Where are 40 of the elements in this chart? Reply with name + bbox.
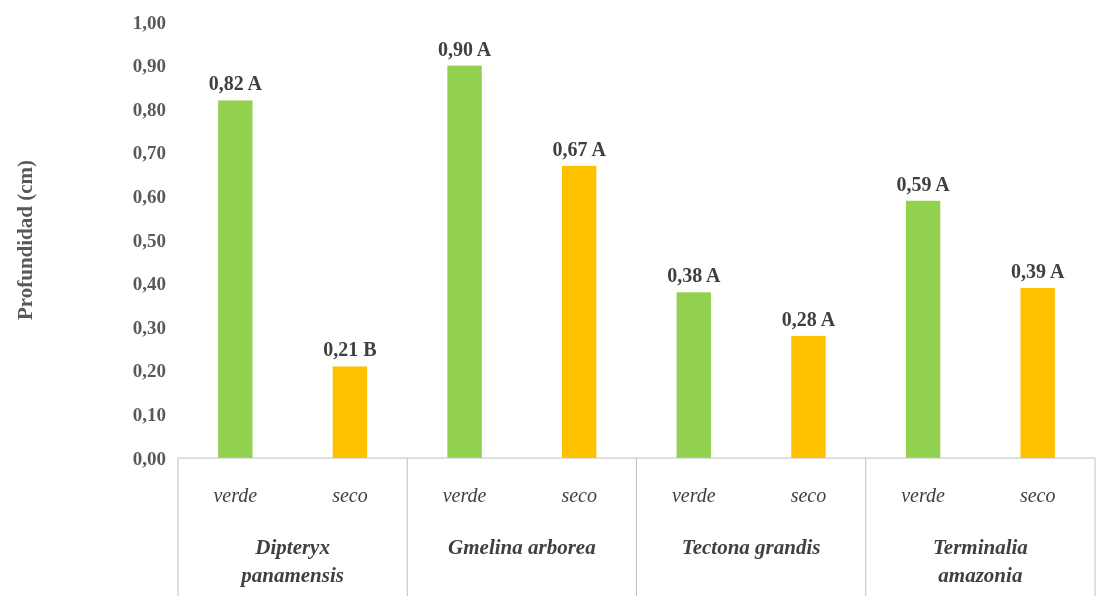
text: Gmelina arborea [448,535,596,559]
data-label: 0,59 A [896,172,951,195]
y-tick-label: 1,00 [132,11,166,33]
data-label: 0,67 A [552,137,607,160]
bar [791,335,826,458]
bar [905,200,941,458]
bar [332,366,368,458]
data-label: 0,28 A [781,307,836,330]
y-tick-label: 0,00 [132,447,166,469]
y-tick-label: 0,80 [132,98,166,120]
data-label: 0,82 A [208,72,263,95]
x-tick-label: seco [790,484,827,506]
data-label: 0,90 A [437,37,492,60]
x-tick-label: seco [332,484,368,506]
x-tick-label: seco [561,484,597,506]
y-tick-label: 0,10 [132,404,166,426]
y-tick-label: 0,20 [132,360,166,382]
bar [218,100,253,458]
x-tick-label: verde [213,484,258,506]
text: Terminalia amazonia [932,535,1028,587]
x-tick-label: verde [901,484,946,506]
bar [561,165,597,458]
data-label: 0,21 B [323,338,377,361]
x-tick-label: verde [442,484,487,506]
y-tick-label: 0,90 [132,55,166,77]
y-tick-label: 0,40 [132,273,166,295]
text: Tectona grandis [681,535,821,559]
bar [676,292,712,458]
x-tick-label: verde [671,484,716,506]
text: Dipteryx panamensis [239,535,344,587]
data-label: 0,39 A [1011,259,1065,282]
x-tick-label: seco [1019,484,1056,506]
y-tick-label: 0,50 [132,229,166,251]
y-axis-title: Profundidad (cm) [13,159,37,321]
bar [447,65,482,458]
bar [1020,287,1055,458]
y-tick-label: 0,70 [132,142,166,164]
data-label: 0,38 A [667,264,722,287]
y-tick-label: 0,60 [132,186,166,208]
y-tick-label: 0,30 [132,316,166,338]
